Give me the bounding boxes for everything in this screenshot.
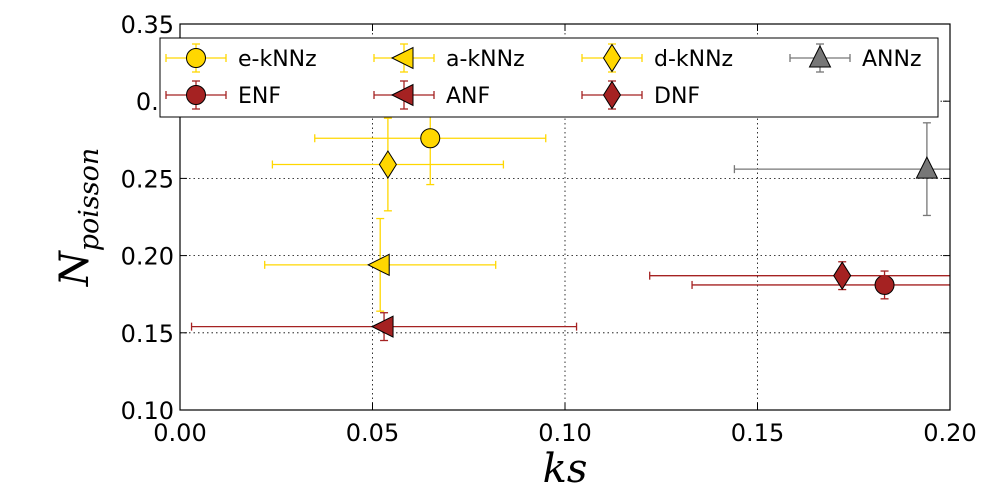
legend-item-annz: ANNz [789,43,922,73]
data-point [378,150,397,179]
x-tick-label: 0.10 [538,419,591,447]
legend-item-d-knnz: d-kNNz [581,43,733,73]
legend-box [159,37,939,118]
series-annz [733,122,950,217]
series-anf [190,312,578,342]
legend-item-a-knnz: a-kNNz [373,43,525,73]
series-dnf [649,261,950,291]
legend-label: ENF [238,84,281,109]
y-tick-label: 0.25 [121,165,174,193]
legend-marker [808,44,832,68]
svg-text:Npoisson: Npoisson [52,148,105,288]
y-tick-label: 0.20 [121,243,174,271]
legend: e-kNNz ENF a-kNNz ANF d-kNNz DNF ANNz [159,37,939,118]
series-d-knnz [271,117,505,212]
legend-item-anf: ANF [373,80,490,110]
legend-label: d-kNNz [654,47,733,72]
legend-marker [602,43,622,73]
y-tick-label: 0.15 [121,320,174,348]
legend-label: DNF [654,84,700,109]
legend-item-enf: ENF [165,80,281,110]
y-axis-label-base: N [52,249,98,287]
legend-marker [390,83,414,107]
data-point [833,261,852,291]
data-point [367,253,390,277]
x-tick-label: 0.15 [731,419,784,447]
y-axis-label-sub: poisson [74,148,105,252]
y-axis-label: Npoisson [52,148,105,288]
x-tick-label: 0.00 [153,419,206,447]
data-point [915,156,939,179]
legend-label: ANF [446,84,490,109]
x-axis-label: ks [543,446,588,492]
series-a-knnz [264,217,497,312]
data-point [874,274,895,295]
series-e-knnz [314,91,547,186]
legend-label: ANNz [862,47,922,72]
ticks: 0.00 0.05 0.10 0.15 0.200.100.150.200.250.30… [121,11,977,447]
legend-item-e-knnz: e-kNNz [165,43,317,73]
y-tick-label: 0.10 [121,397,174,425]
data-point [420,128,441,149]
legend-marker [602,80,622,110]
series-layer [190,91,950,342]
legend-marker [186,48,206,68]
data-point [370,315,394,338]
x-tick-label: 0.20 [923,419,976,447]
legend-marker [390,46,414,70]
legend-label: e-kNNz [238,47,317,72]
x-tick-label: 0.05 [346,419,399,447]
legend-label: a-kNNz [446,47,525,72]
legend-marker [186,85,206,105]
y-tick-label: 0.35 [121,11,174,39]
legend-item-dnf: DNF [581,80,700,110]
